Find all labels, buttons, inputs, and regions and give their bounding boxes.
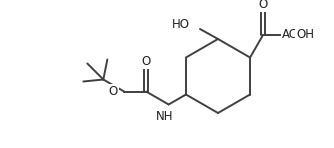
- Text: O: O: [142, 55, 151, 68]
- Text: O: O: [109, 85, 118, 98]
- Text: ACID: ACID: [282, 28, 310, 41]
- Text: HO: HO: [172, 18, 190, 32]
- Text: OH: OH: [296, 28, 314, 41]
- Text: NH: NH: [156, 110, 173, 123]
- Text: O: O: [259, 0, 268, 12]
- Text: O: O: [259, 0, 268, 12]
